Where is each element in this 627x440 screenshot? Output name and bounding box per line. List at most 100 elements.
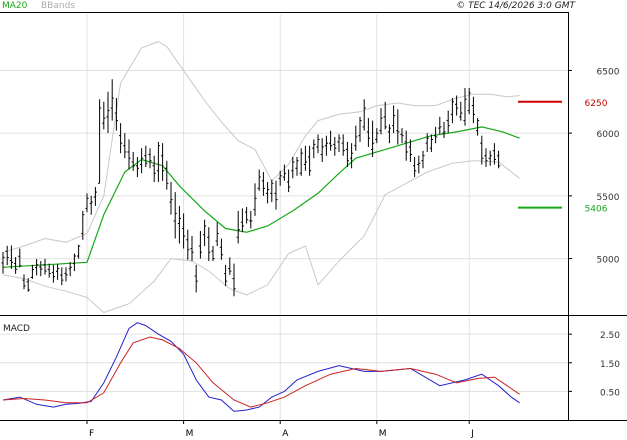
ohlc-bar-44 (186, 229, 190, 260)
ohlc-bar-16 (68, 262, 72, 277)
ohlc-bar-27 (114, 98, 118, 131)
ohlc-bar-95 (400, 128, 404, 144)
axis-labels: 5000 5500 6000 6500 0.50 1.50 2.50 F M A M J (89, 67, 620, 439)
ohlc-bar-70 (295, 156, 299, 176)
ohlc-bar-118 (497, 150, 501, 169)
ohlc-bar-26 (110, 79, 114, 121)
grid-lines (0, 14, 568, 420)
ohlc-bar-76 (320, 138, 324, 162)
ohlc-bar-34 (144, 145, 148, 168)
ohlc-bar-99 (417, 155, 421, 174)
ohlc-bar-93 (392, 105, 396, 134)
ohlc-bar-10 (43, 258, 47, 275)
chart-frame (0, 12, 627, 424)
ohlc-bar-101 (425, 133, 429, 152)
ohlc-bar-73 (308, 145, 312, 176)
month-tick-label-0: F (89, 429, 94, 439)
ohlc-bar-61 (257, 169, 261, 191)
ohlc-bar-20 (85, 193, 89, 213)
ohlc-bar-48 (203, 219, 207, 247)
ohlc-bar-11 (47, 263, 51, 278)
ohlc-bar-90 (379, 108, 383, 135)
month-tick-label-1: M (186, 429, 194, 439)
ohlc-bar-50 (211, 246, 215, 262)
ohlc-bar-23 (98, 99, 102, 184)
month-tick-label-2: A (282, 429, 289, 439)
ohlc-bar-22 (93, 187, 97, 206)
ohlc-bar-9 (39, 261, 43, 277)
ohlc-bar-68 (287, 169, 291, 193)
price-tick-label-3: 6500 (597, 67, 620, 77)
ma20-line (2, 126, 520, 268)
ohlc-bar-109 (459, 101, 463, 121)
ohlc-bar-49 (207, 227, 211, 262)
ohlc-bar-17 (72, 253, 76, 272)
ohlc-bar-32 (135, 156, 139, 178)
ohlc-bar-6 (26, 277, 30, 292)
ohlc-bar-106 (446, 110, 450, 134)
ohlc-bar-111 (467, 87, 471, 115)
bollinger-bands (2, 41, 520, 314)
bbands-legend: BBands (41, 1, 75, 11)
macd-tick-label-2: 2.50 (600, 331, 620, 341)
ohlc-bar-30 (127, 139, 131, 170)
macd-tick-label-1: 1.50 (600, 360, 620, 370)
ohlc-bar-0 (1, 252, 5, 274)
ohlc-bar-40 (169, 182, 173, 215)
ohlc-bar-1 (5, 245, 9, 266)
ohlc-bar-81 (341, 134, 345, 156)
ohlc-bar-67 (282, 164, 286, 181)
month-tick-label-3: M (379, 429, 387, 439)
ohlc-bar-98 (413, 156, 417, 178)
ohlc-bar-51 (215, 222, 219, 247)
ohlc-bar-29 (123, 133, 127, 159)
ohlc-bar-108 (455, 95, 459, 116)
ohlc-bar-71 (299, 148, 303, 176)
price-levels: 6250 5406 (518, 99, 608, 215)
ohlc-bar-13 (56, 264, 60, 280)
ohlc-bar-117 (492, 143, 496, 165)
ohlc-bar-88 (371, 120, 375, 157)
ohlc-bar-25 (106, 91, 110, 134)
copyright-text: © TEC 14/6/2026 3:0 GMT (456, 1, 576, 11)
ohlc-bar-4 (18, 248, 22, 268)
ohlc-bar-63 (266, 182, 270, 204)
ohlc-bar-85 (358, 116, 362, 142)
ohlc-bar-58 (245, 207, 249, 224)
upper-band-line (2, 41, 520, 253)
ohlc-bar-110 (463, 87, 467, 126)
ohlc-bar-62 (261, 172, 265, 196)
ohlc-bar-82 (345, 141, 349, 168)
price-tick-label-2: 6000 (597, 130, 620, 140)
ohlc-bar-57 (240, 208, 244, 233)
support-level-label: 5406 (585, 205, 608, 215)
ohlc-bar-41 (173, 192, 177, 239)
ohlc-bar-103 (434, 126, 438, 144)
ohlc-bar-78 (329, 130, 333, 151)
ma20-series-line (2, 126, 520, 268)
ohlc-bar-87 (366, 118, 370, 147)
ohlc-bar-100 (421, 150, 425, 169)
ohlc-bar-37 (156, 141, 160, 183)
ohlc-bar-39 (165, 160, 169, 190)
ohlc-bar-36 (152, 155, 156, 183)
ohlc-bar-53 (224, 264, 228, 287)
macd-tick-label-0: 0.50 (600, 388, 620, 398)
ohlc-bar-45 (190, 235, 194, 262)
ohlc-bar-7 (30, 264, 34, 279)
ohlc-bar-54 (228, 257, 232, 275)
ohlc-bar-12 (51, 264, 55, 283)
month-tick-label-4: J (470, 429, 474, 439)
macd-series-line (2, 322, 520, 412)
ohlc-bar-105 (442, 121, 446, 139)
ohlc-bar-56 (236, 210, 240, 244)
ohlc-bar-2 (9, 245, 13, 269)
macd-lines (2, 322, 520, 412)
ohlc-bar-21 (89, 195, 93, 215)
lower-band-line (2, 160, 520, 314)
ohlc-bar-60 (253, 183, 257, 216)
ohlc-bar-18 (77, 244, 81, 259)
ohlc-bar-43 (182, 213, 186, 249)
ohlc-bar-104 (438, 116, 442, 135)
